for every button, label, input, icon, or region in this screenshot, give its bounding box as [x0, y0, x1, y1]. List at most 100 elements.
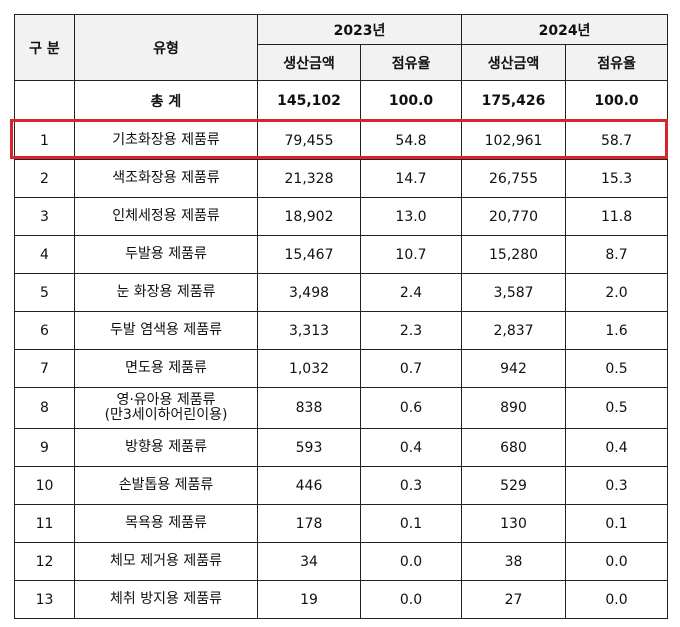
row-share-2023: 0.7: [359, 349, 463, 388]
row-type-name: 색조화장용 제품류: [74, 159, 258, 198]
row-type-name: 방향용 제품류: [74, 428, 258, 467]
row-share-2023: 0.0: [359, 542, 463, 581]
row-share-2024: 8.7: [565, 235, 669, 274]
row-share-2024: 0.5: [565, 387, 669, 429]
row-share-2023: 0.6: [359, 387, 463, 429]
row-amount-2024: 102,961: [461, 121, 567, 160]
table-row: 12 체모 제거용 제품류 34 0.0 38 0.0: [14, 542, 669, 581]
row-amount-2023: 1,032: [257, 349, 361, 388]
total-label: 총 계: [74, 80, 258, 122]
row-type-name: 인체세정용 제품류: [74, 197, 258, 236]
row-type-name: 손발톱용 제품류: [74, 466, 258, 505]
row-amount-2024: 20,770: [461, 197, 567, 236]
row-amount-2024: 890: [461, 387, 567, 429]
total-no: [14, 80, 75, 122]
row-amount-2023: 446: [257, 466, 361, 505]
row-amount-2023: 19: [257, 580, 361, 619]
row-share-2024: 0.0: [565, 580, 669, 619]
row-share-2023: 54.8: [359, 121, 463, 160]
row-amount-2024: 130: [461, 504, 567, 543]
row-amount-2023: 3,313: [257, 311, 361, 350]
table-row: 6 두발 염색용 제품류 3,313 2.3 2,837 1.6: [14, 311, 669, 350]
table-row: 9 방향용 제품류 593 0.4 680 0.4: [14, 428, 669, 467]
row-share-2024: 2.0: [565, 273, 669, 312]
row-number: 3: [14, 197, 75, 236]
table-row: 4 두발용 제품류 15,467 10.7 15,280 8.7: [14, 235, 669, 274]
row-share-2023: 14.7: [359, 159, 463, 198]
row-type-name: 기초화장용 제품류: [74, 121, 258, 160]
row-amount-2024: 27: [461, 580, 567, 619]
row-share-2024: 1.6: [565, 311, 669, 350]
header-year-2023: 2023년: [256, 14, 463, 45]
row-amount-2024: 15,280: [461, 235, 567, 274]
row-number: 13: [14, 580, 75, 619]
row-amount-2023: 838: [257, 387, 361, 429]
row-type-name: 눈 화장용 제품류: [74, 273, 258, 312]
row-type-name: 체취 방지용 제품류: [74, 580, 258, 619]
row-number: 9: [14, 428, 75, 467]
table-row: 10 손발톱용 제품류 446 0.3 529 0.3: [14, 466, 669, 505]
row-number: 5: [14, 273, 75, 312]
row-type-name: 영·유아용 제품류 (만3세이하어린이용): [74, 387, 258, 429]
row-share-2023: 13.0: [359, 197, 463, 236]
row-amount-2023: 34: [257, 542, 361, 581]
row-type-name: 목욕용 제품류: [74, 504, 258, 543]
row-number: 2: [14, 159, 75, 198]
row-share-2023: 0.4: [359, 428, 463, 467]
row-amount-2023: 3,498: [257, 273, 361, 312]
row-number: 10: [14, 466, 75, 505]
row-number: 6: [14, 311, 75, 350]
row-amount-2024: 529: [461, 466, 567, 505]
row-number: 1: [14, 121, 75, 160]
table-row: 13 체취 방지용 제품류 19 0.0 27 0.0: [14, 580, 669, 619]
row-amount-2023: 21,328: [257, 159, 361, 198]
row-type-name: 면도용 제품류: [74, 349, 258, 388]
row-share-2023: 0.0: [359, 580, 463, 619]
production-table: 구 분 유형 2023년 2024년 생산금액 점유율 생산금액 점유율 총 계…: [14, 14, 669, 619]
header-year-2024: 2024년: [461, 14, 669, 45]
row-number: 12: [14, 542, 75, 581]
row-type-name: 체모 제거용 제품류: [74, 542, 258, 581]
row-amount-2024: 38: [461, 542, 567, 581]
row-amount-2023: 178: [257, 504, 361, 543]
total-amount-2023: 145,102: [257, 80, 361, 122]
row-number: 4: [14, 235, 75, 274]
row-share-2023: 2.3: [359, 311, 463, 350]
total-amount-2024: 175,426: [461, 80, 567, 122]
row-amount-2024: 680: [461, 428, 567, 467]
row-amount-2024: 3,587: [461, 273, 567, 312]
header-amount-2023: 생산금액: [257, 44, 361, 81]
row-type-name: 두발 염색용 제품류: [74, 311, 258, 350]
row-amount-2024: 26,755: [461, 159, 567, 198]
total-row: 총 계 145,102 100.0 175,426 100.0: [14, 80, 669, 122]
row-amount-2023: 79,455: [257, 121, 361, 160]
total-share-2023: 100.0: [359, 80, 463, 122]
row-number: 11: [14, 504, 75, 543]
table-row: 11 목욕용 제품류 178 0.1 130 0.1: [14, 504, 669, 543]
row-share-2024: 11.8: [565, 197, 669, 236]
table-row: 1 기초화장용 제품류 79,455 54.8 102,961 58.7: [14, 121, 669, 160]
row-share-2024: 0.3: [565, 466, 669, 505]
row-amount-2023: 18,902: [257, 197, 361, 236]
row-share-2024: 0.5: [565, 349, 669, 388]
row-share-2023: 0.1: [359, 504, 463, 543]
table-row: 3 인체세정용 제품류 18,902 13.0 20,770 11.8: [14, 197, 669, 236]
table-row: 7 면도용 제품류 1,032 0.7 942 0.5: [14, 349, 669, 388]
header-type: 유형: [74, 14, 258, 81]
row-share-2023: 0.3: [359, 466, 463, 505]
row-share-2023: 2.4: [359, 273, 463, 312]
row-share-2023: 10.7: [359, 235, 463, 274]
row-amount-2023: 593: [257, 428, 361, 467]
table-row: 2 색조화장용 제품류 21,328 14.7 26,755 15.3: [14, 159, 669, 198]
header-gubun: 구 분: [14, 14, 75, 81]
header-amount-2024: 생산금액: [461, 44, 567, 81]
header-share-2024: 점유율: [565, 44, 669, 81]
row-amount-2024: 2,837: [461, 311, 567, 350]
total-share-2024: 100.0: [565, 80, 669, 122]
row-share-2024: 0.0: [565, 542, 669, 581]
row-share-2024: 0.1: [565, 504, 669, 543]
row-share-2024: 58.7: [565, 121, 669, 160]
table-row: 8 영·유아용 제품류 (만3세이하어린이용) 838 0.6 890 0.5: [14, 387, 669, 429]
row-share-2024: 15.3: [565, 159, 669, 198]
